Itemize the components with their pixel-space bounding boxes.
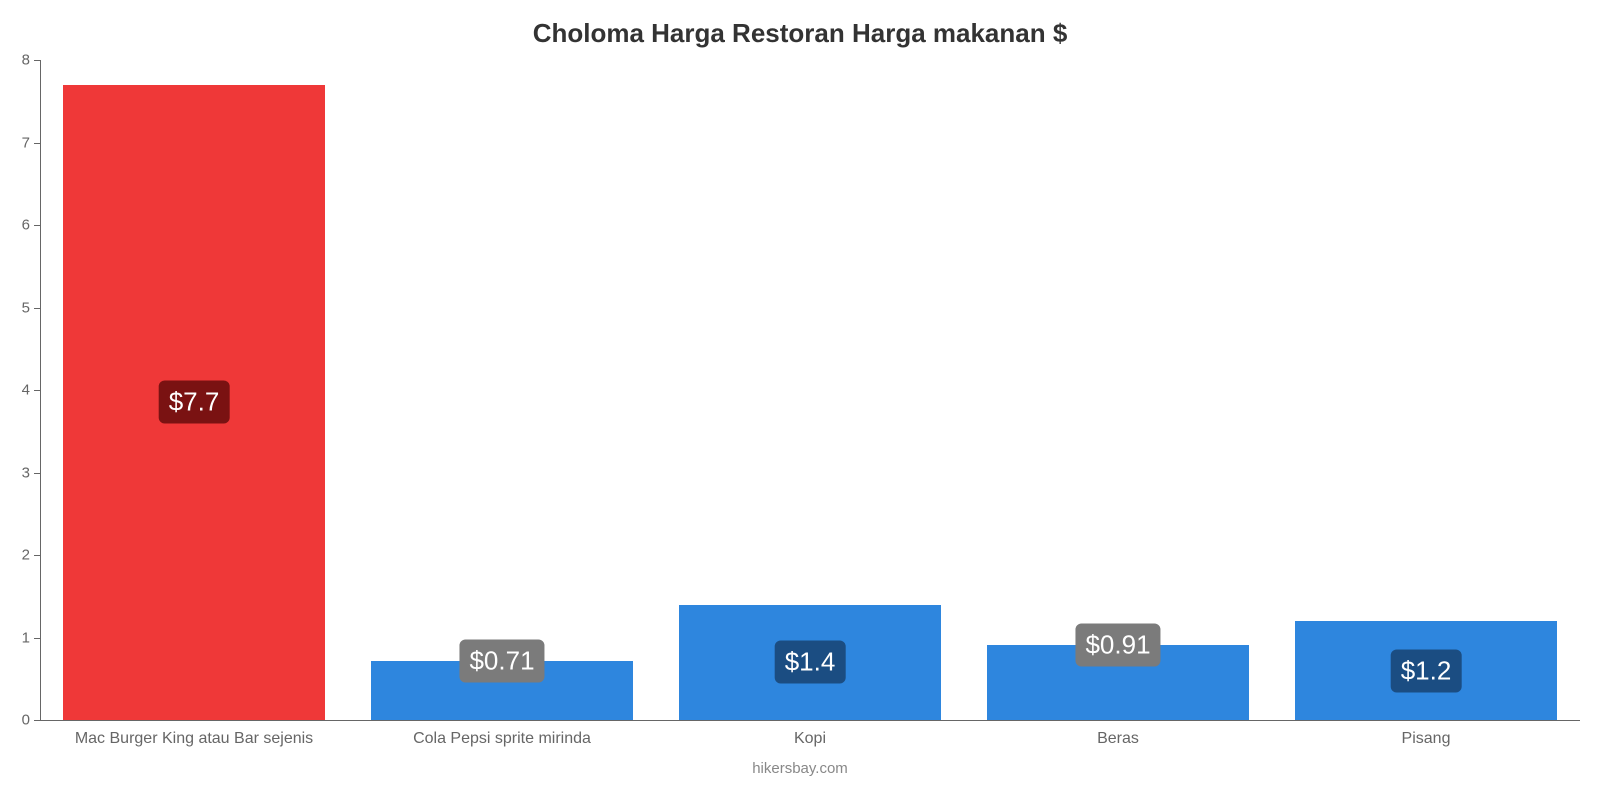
y-tick-label: 0: [22, 712, 40, 729]
plot-area: 012345678$7.7Mac Burger King atau Bar se…: [40, 60, 1580, 720]
bar-value-badge: $7.7: [159, 381, 230, 424]
y-tick-label: 5: [22, 299, 40, 316]
bar-value-badge: $0.71: [459, 640, 544, 683]
chart-title: Choloma Harga Restoran Harga makanan $: [0, 18, 1600, 49]
y-tick-label: 6: [22, 217, 40, 234]
y-tick-label: 7: [22, 134, 40, 151]
x-tick-label: Pisang: [1402, 720, 1451, 748]
x-tick-label: Mac Burger King atau Bar sejenis: [75, 720, 313, 748]
y-tick-label: 2: [22, 547, 40, 564]
y-tick-label: 3: [22, 464, 40, 481]
x-tick-label: Cola Pepsi sprite mirinda: [413, 720, 591, 748]
y-tick-label: 1: [22, 629, 40, 646]
y-axis-line: [40, 60, 41, 720]
bar-value-badge: $0.91: [1075, 623, 1160, 666]
chart-container: Choloma Harga Restoran Harga makanan $ 0…: [0, 0, 1600, 800]
chart-source: hikersbay.com: [0, 760, 1600, 777]
bar-value-badge: $1.4: [775, 641, 846, 684]
x-tick-label: Beras: [1097, 720, 1139, 748]
y-tick-label: 4: [22, 382, 40, 399]
bar-value-badge: $1.2: [1391, 649, 1462, 692]
x-tick-label: Kopi: [794, 720, 826, 748]
y-tick-label: 8: [22, 52, 40, 69]
